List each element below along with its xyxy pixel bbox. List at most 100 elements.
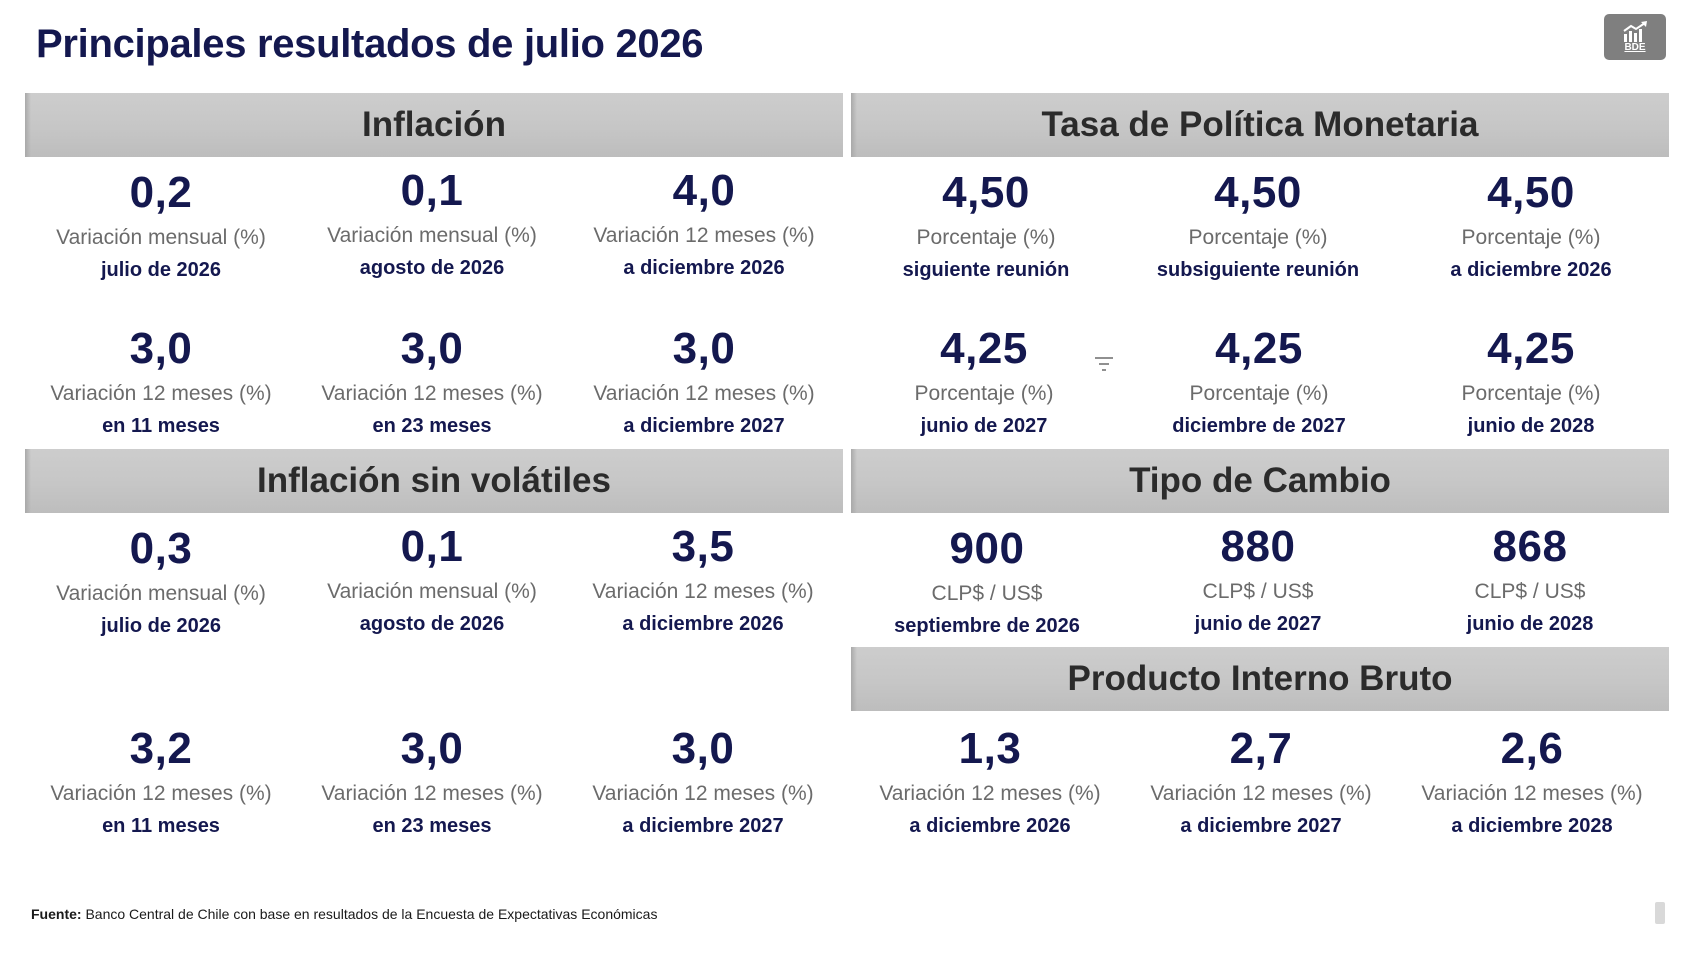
- metric-tpm-6: 4,25 Porcentaje (%) junio de 2028: [1396, 323, 1666, 439]
- metric-label: Variación 12 meses (%): [593, 224, 815, 247]
- logo-text: BDE: [1624, 42, 1646, 53]
- metric-label: Variación 12 meses (%): [593, 382, 815, 405]
- metric-tipo-cambio-1: 900 CLP$ / US$ septiembre de 2026: [852, 523, 1122, 639]
- source-label: Fuente:: [31, 906, 82, 922]
- section-header-inflacion: Inflación: [25, 93, 843, 157]
- metric-label: Variación mensual (%): [327, 580, 537, 603]
- metric-label: Variación 12 meses (%): [1150, 782, 1372, 805]
- metric-tpm-3: 4,50 Porcentaje (%) a diciembre 2026: [1396, 167, 1666, 283]
- section-title: Inflación: [362, 105, 506, 144]
- section-title: Inflación sin volátiles: [257, 461, 611, 500]
- metric-period: junio de 2027: [920, 415, 1048, 437]
- metric-tipo-cambio-3: 868 CLP$ / US$ junio de 2028: [1395, 521, 1665, 637]
- source-footer: Fuente: Banco Central de Chile con base …: [31, 906, 657, 922]
- metric-value: 0,1: [400, 522, 464, 571]
- metric-pib-2: 2,7 Variación 12 meses (%) a diciembre 2…: [1126, 723, 1396, 839]
- metric-label: CLP$ / US$: [1202, 580, 1314, 603]
- metric-value: 3,0: [129, 324, 193, 373]
- section-title: Tipo de Cambio: [1129, 461, 1391, 500]
- metric-inflacion-1: 0,2 Variación mensual (%) julio de 2026: [26, 167, 296, 283]
- metric-label: Porcentaje (%): [914, 382, 1054, 405]
- section-title: Tasa de Política Monetaria: [1041, 105, 1479, 144]
- metric-period: siguiente reunión: [902, 259, 1070, 281]
- metric-label: Variación mensual (%): [56, 226, 266, 249]
- metric-value: 4,25: [1487, 324, 1575, 373]
- metric-pib-1: 1,3 Variación 12 meses (%) a diciembre 2…: [855, 723, 1125, 839]
- metric-value: 2,6: [1500, 724, 1564, 773]
- metric-value: 4,50: [942, 168, 1030, 217]
- metric-period: en 11 meses: [102, 415, 220, 437]
- metric-value: 4,25: [940, 324, 1028, 373]
- metric-value: 868: [1492, 522, 1568, 571]
- metric-tpm-4: 4,25 Porcentaje (%) junio de 2027: [849, 323, 1119, 439]
- metric-period: julio de 2026: [100, 259, 222, 281]
- metric-label: Variación 12 meses (%): [879, 782, 1101, 805]
- metric-period: agosto de 2026: [359, 257, 505, 279]
- metric-label: Variación 12 meses (%): [592, 580, 814, 603]
- metric-label: Variación 12 meses (%): [321, 382, 543, 405]
- scroll-indicator[interactable]: [1655, 902, 1665, 924]
- metric-inflacion-3: 4,0 Variación 12 meses (%) a diciembre 2…: [569, 165, 839, 281]
- metric-tpm-2: 4,50 Porcentaje (%) subsiguiente reunión: [1123, 167, 1393, 283]
- section-header-tpm: Tasa de Política Monetaria: [851, 93, 1669, 157]
- metric-value: 4,50: [1487, 168, 1575, 217]
- metric-period: junio de 2028: [1467, 415, 1595, 437]
- metric-period: subsiguiente reunión: [1156, 259, 1360, 281]
- filter-icon[interactable]: [1094, 356, 1114, 374]
- metric-sin-volatiles-4: 3,2 Variación 12 meses (%) en 11 meses: [26, 723, 296, 839]
- metric-label: Porcentaje (%): [916, 226, 1056, 249]
- section-title: Producto Interno Bruto: [1067, 659, 1453, 698]
- metric-pib-3: 2,6 Variación 12 meses (%) a diciembre 2…: [1397, 723, 1667, 839]
- metric-period: junio de 2027: [1194, 613, 1322, 635]
- metric-value: 900: [949, 524, 1025, 573]
- metric-period: a diciembre 2027: [1180, 815, 1342, 837]
- metric-label: Variación 12 meses (%): [50, 782, 272, 805]
- metric-value: 0,3: [129, 524, 193, 573]
- metric-period: a diciembre 2027: [622, 815, 784, 837]
- bde-logo-button[interactable]: BDE: [1604, 14, 1666, 60]
- metric-label: Variación 12 meses (%): [321, 782, 543, 805]
- metric-inflacion-2: 0,1 Variación mensual (%) agosto de 2026: [297, 165, 567, 281]
- metric-period: julio de 2026: [100, 615, 222, 637]
- metric-value: 1,3: [958, 724, 1022, 773]
- metric-label: Variación mensual (%): [56, 582, 266, 605]
- section-header-pib: Producto Interno Bruto: [851, 647, 1669, 711]
- metric-tpm-5: 4,25 Porcentaje (%) diciembre de 2027: [1124, 323, 1394, 439]
- metric-label: Porcentaje (%): [1461, 382, 1601, 405]
- metric-period: a diciembre 2027: [623, 415, 785, 437]
- page-title: Principales resultados de julio 2026: [36, 22, 704, 66]
- metric-value: 3,0: [400, 324, 464, 373]
- metric-sin-volatiles-6: 3,0 Variación 12 meses (%) a diciembre 2…: [568, 723, 838, 839]
- metric-label: Variación 12 meses (%): [50, 382, 272, 405]
- metric-sin-volatiles-2: 0,1 Variación mensual (%) agosto de 2026: [297, 521, 567, 637]
- metric-period: junio de 2028: [1466, 613, 1594, 635]
- metric-period: a diciembre 2026: [622, 613, 784, 635]
- metric-sin-volatiles-1: 0,3 Variación mensual (%) julio de 2026: [26, 523, 296, 639]
- metric-value: 3,0: [671, 724, 735, 773]
- metric-label: CLP$ / US$: [931, 582, 1043, 605]
- metric-label: CLP$ / US$: [1474, 580, 1586, 603]
- metric-value: 4,0: [672, 166, 736, 215]
- metric-label: Porcentaje (%): [1188, 226, 1328, 249]
- metric-period: a diciembre 2026: [623, 257, 785, 279]
- metric-value: 0,2: [129, 168, 193, 217]
- metric-tpm-1: 4,50 Porcentaje (%) siguiente reunión: [851, 167, 1121, 283]
- metric-value: 3,2: [129, 724, 193, 773]
- metric-period: agosto de 2026: [359, 613, 505, 635]
- metric-label: Porcentaje (%): [1189, 382, 1329, 405]
- chart-up-icon: [1623, 21, 1647, 42]
- metric-value: 3,0: [400, 724, 464, 773]
- metric-value: 3,0: [672, 324, 736, 373]
- metric-period: a diciembre 2028: [1451, 815, 1613, 837]
- metric-label: Variación 12 meses (%): [1421, 782, 1643, 805]
- metric-value: 880: [1220, 522, 1296, 571]
- metric-period: diciembre de 2027: [1172, 415, 1346, 437]
- section-header-tipo-cambio: Tipo de Cambio: [851, 449, 1669, 513]
- metric-value: 4,25: [1215, 324, 1303, 373]
- metric-period: a diciembre 2026: [909, 815, 1071, 837]
- source-text: Banco Central de Chile con base en resul…: [81, 906, 658, 922]
- metric-value: 4,50: [1214, 168, 1302, 217]
- metric-sin-volatiles-3: 3,5 Variación 12 meses (%) a diciembre 2…: [568, 521, 838, 637]
- metric-value: 3,5: [671, 522, 735, 571]
- metric-label: Porcentaje (%): [1461, 226, 1601, 249]
